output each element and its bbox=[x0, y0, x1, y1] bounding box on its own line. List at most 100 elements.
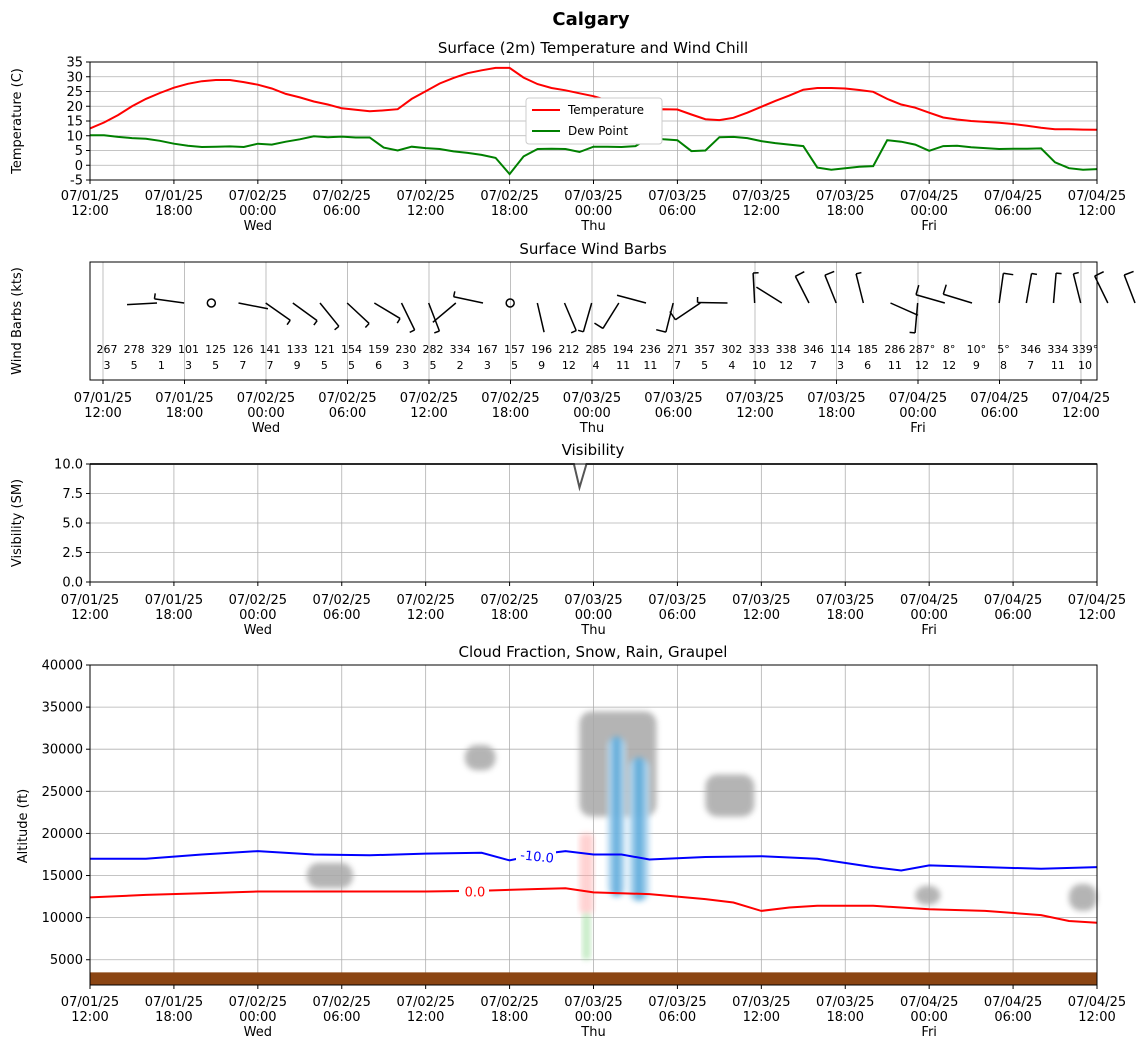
barb-feather bbox=[153, 293, 156, 299]
barb-speed-label: 5 bbox=[511, 359, 518, 372]
x-tick-label: 18:00 bbox=[827, 608, 864, 623]
barb-direction-label: 271 bbox=[667, 343, 688, 356]
barb-speed-label: 9 bbox=[294, 359, 301, 372]
x-tick-label: 07/04/25 bbox=[984, 189, 1042, 204]
graupel-region bbox=[582, 913, 591, 960]
x-tick-label: 12:00 bbox=[71, 1010, 108, 1025]
x-tick-label: Fri bbox=[921, 1025, 937, 1040]
barb-feather bbox=[594, 322, 604, 330]
x-tick-label: 07/03/25 bbox=[816, 189, 874, 204]
barb-direction-label: 329 bbox=[151, 343, 172, 356]
barb-staff bbox=[794, 275, 810, 304]
barb-speed-label: 3 bbox=[402, 359, 409, 372]
x-tick-label: 07/01/25 bbox=[74, 391, 132, 406]
barb-direction-label: 267 bbox=[97, 343, 118, 356]
x-tick-label: 12:00 bbox=[736, 406, 773, 421]
cloud-region bbox=[915, 885, 941, 905]
x-tick-label: 18:00 bbox=[166, 406, 203, 421]
y-tick-label: 7.5 bbox=[62, 487, 83, 502]
x-tick-label: 07/04/25 bbox=[984, 593, 1042, 608]
x-tick-label: 18:00 bbox=[492, 406, 529, 421]
x-tick-label: 00:00 bbox=[910, 204, 947, 219]
x-tick-label: 12:00 bbox=[743, 1010, 780, 1025]
barb-speed-label: 4 bbox=[728, 359, 735, 372]
snow-region bbox=[607, 736, 626, 897]
x-tick-label: Thu bbox=[579, 421, 604, 436]
barb-feather bbox=[1003, 272, 1014, 276]
x-tick-label: 18:00 bbox=[827, 1010, 864, 1025]
barb-direction-label: 230 bbox=[395, 343, 416, 356]
x-tick-label: 00:00 bbox=[239, 204, 276, 219]
x-tick-label: 07/04/25 bbox=[984, 995, 1042, 1010]
x-tick-label: 07/03/25 bbox=[563, 391, 621, 406]
temperature-ylabel: Temperature (C) bbox=[10, 68, 25, 175]
barb-feather bbox=[286, 319, 291, 326]
barb-direction-label: 133 bbox=[287, 343, 308, 356]
barb-staff bbox=[432, 302, 457, 323]
visibility-title: Visibility bbox=[562, 441, 625, 459]
x-tick-label: 07/03/25 bbox=[732, 189, 790, 204]
wind-barb bbox=[616, 294, 647, 304]
legend-temperature: Temperature bbox=[567, 103, 644, 117]
cloud-region bbox=[1069, 883, 1097, 911]
wind-barb bbox=[794, 271, 810, 304]
barb-speed-label: 10 bbox=[752, 359, 766, 372]
wind-barb bbox=[855, 271, 865, 304]
barb-staff bbox=[915, 294, 946, 304]
wind-barb bbox=[127, 302, 158, 306]
barb-feather bbox=[855, 271, 862, 275]
barb-staff bbox=[536, 302, 545, 333]
y-tick-label: 35 bbox=[66, 56, 83, 71]
dew-point-line bbox=[90, 134, 1098, 176]
barb-direction-label: 196 bbox=[531, 343, 552, 356]
isotherm-minus10-label: -10.0 bbox=[519, 848, 554, 866]
barb-feather bbox=[364, 322, 370, 328]
barb-direction-label: 334 bbox=[450, 343, 471, 356]
barb-feather bbox=[1073, 271, 1079, 275]
x-tick-label: 07/03/25 bbox=[644, 391, 702, 406]
cloud-panel-title: Cloud Fraction, Snow, Rain, Graupel bbox=[459, 643, 728, 661]
x-tick-label: Thu bbox=[580, 1025, 605, 1040]
x-tick-label: 18:00 bbox=[155, 608, 192, 623]
barb-speed-label: 5 bbox=[321, 359, 328, 372]
y-tick-label: 5 bbox=[75, 144, 83, 159]
barb-speed-label: 5 bbox=[131, 359, 138, 372]
visibility-panel: Visibility Visibility (SM) 0.0 2.5 5.0 7.5 1… bbox=[10, 441, 1126, 638]
barb-direction-label: 194 bbox=[613, 343, 634, 356]
x-tick-label: 00:00 bbox=[575, 204, 612, 219]
x-tick-label: 12:00 bbox=[743, 608, 780, 623]
barb-feather bbox=[396, 318, 401, 324]
x-tick-label: 07/02/25 bbox=[396, 189, 454, 204]
x-tick-label: 07/02/25 bbox=[229, 995, 287, 1010]
x-tick-label: 06:00 bbox=[655, 406, 692, 421]
barb-direction-label: 286 bbox=[884, 343, 905, 356]
barb-staff bbox=[675, 302, 701, 321]
barb-feather bbox=[577, 329, 584, 333]
barb-speed-label: 3 bbox=[837, 359, 844, 372]
x-tick-label: 07/02/25 bbox=[313, 995, 371, 1010]
x-tick-label: 07/03/25 bbox=[732, 593, 790, 608]
wind-barb bbox=[563, 302, 577, 334]
x-tick-label: 18:00 bbox=[491, 204, 528, 219]
barb-staff bbox=[292, 302, 318, 322]
wind-barb bbox=[400, 302, 416, 334]
barb-speed-label: 3 bbox=[484, 359, 491, 372]
barb-staff bbox=[1052, 273, 1057, 304]
y-tick-label: 10000 bbox=[42, 911, 83, 926]
barb-speed-label: 11 bbox=[1051, 359, 1065, 372]
barb-speed-label: 5 bbox=[212, 359, 219, 372]
x-tick-label: 07/04/25 bbox=[1068, 593, 1126, 608]
barb-speed-label: 7 bbox=[810, 359, 817, 372]
wind-barb bbox=[755, 286, 783, 304]
barb-staff bbox=[346, 302, 370, 325]
barb-staff bbox=[563, 302, 577, 331]
wind-barbs-title: Surface Wind Barbs bbox=[519, 240, 667, 258]
x-tick-label: 07/02/25 bbox=[313, 189, 371, 204]
barb-staff bbox=[890, 302, 919, 316]
wind-barb bbox=[238, 302, 269, 310]
x-tick-label: 07/01/25 bbox=[61, 189, 119, 204]
barb-direction-label: 10° bbox=[967, 343, 987, 356]
barb-speed-label: 8 bbox=[1000, 359, 1007, 372]
calm-circle bbox=[206, 298, 217, 308]
